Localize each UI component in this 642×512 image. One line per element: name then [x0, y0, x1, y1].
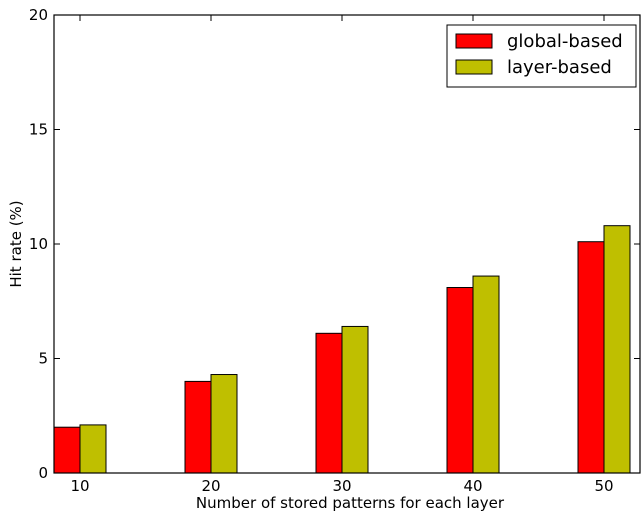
legend-label-layer-based: layer-based — [507, 57, 612, 78]
bar-global-based-20 — [185, 381, 211, 473]
bar-layer-based-50 — [604, 226, 630, 473]
bar-global-based-50 — [578, 242, 604, 473]
y-tick-label: 5 — [38, 350, 48, 368]
legend: global-based layer-based — [447, 25, 636, 87]
x-tick-label: 30 — [332, 477, 351, 495]
bar-layer-based-40 — [473, 276, 499, 473]
legend-label-global-based: global-based — [507, 31, 623, 52]
legend-swatch-global-based — [456, 34, 492, 48]
y-tick-label: 15 — [29, 121, 48, 139]
x-tick-label: 20 — [201, 477, 220, 495]
y-tick-label: 0 — [38, 464, 48, 482]
y-tick-label: 20 — [29, 6, 48, 24]
y-axis-label: Hit rate (%) — [7, 200, 25, 287]
y-tick-label: 10 — [29, 235, 48, 253]
bar-layer-based-30 — [342, 326, 368, 473]
bar-layer-based-10 — [80, 425, 106, 473]
x-tick-label: 50 — [594, 477, 613, 495]
x-tick-label: 40 — [463, 477, 482, 495]
bar-global-based-10 — [54, 427, 80, 473]
bar-layer-based-20 — [211, 375, 237, 473]
bar-global-based-30 — [316, 333, 342, 473]
bars-group — [54, 226, 630, 473]
x-tick-label: 10 — [70, 477, 89, 495]
bar-global-based-40 — [447, 288, 473, 473]
x-axis-label: Number of stored patterns for each layer — [196, 494, 505, 512]
legend-swatch-layer-based — [456, 60, 492, 74]
